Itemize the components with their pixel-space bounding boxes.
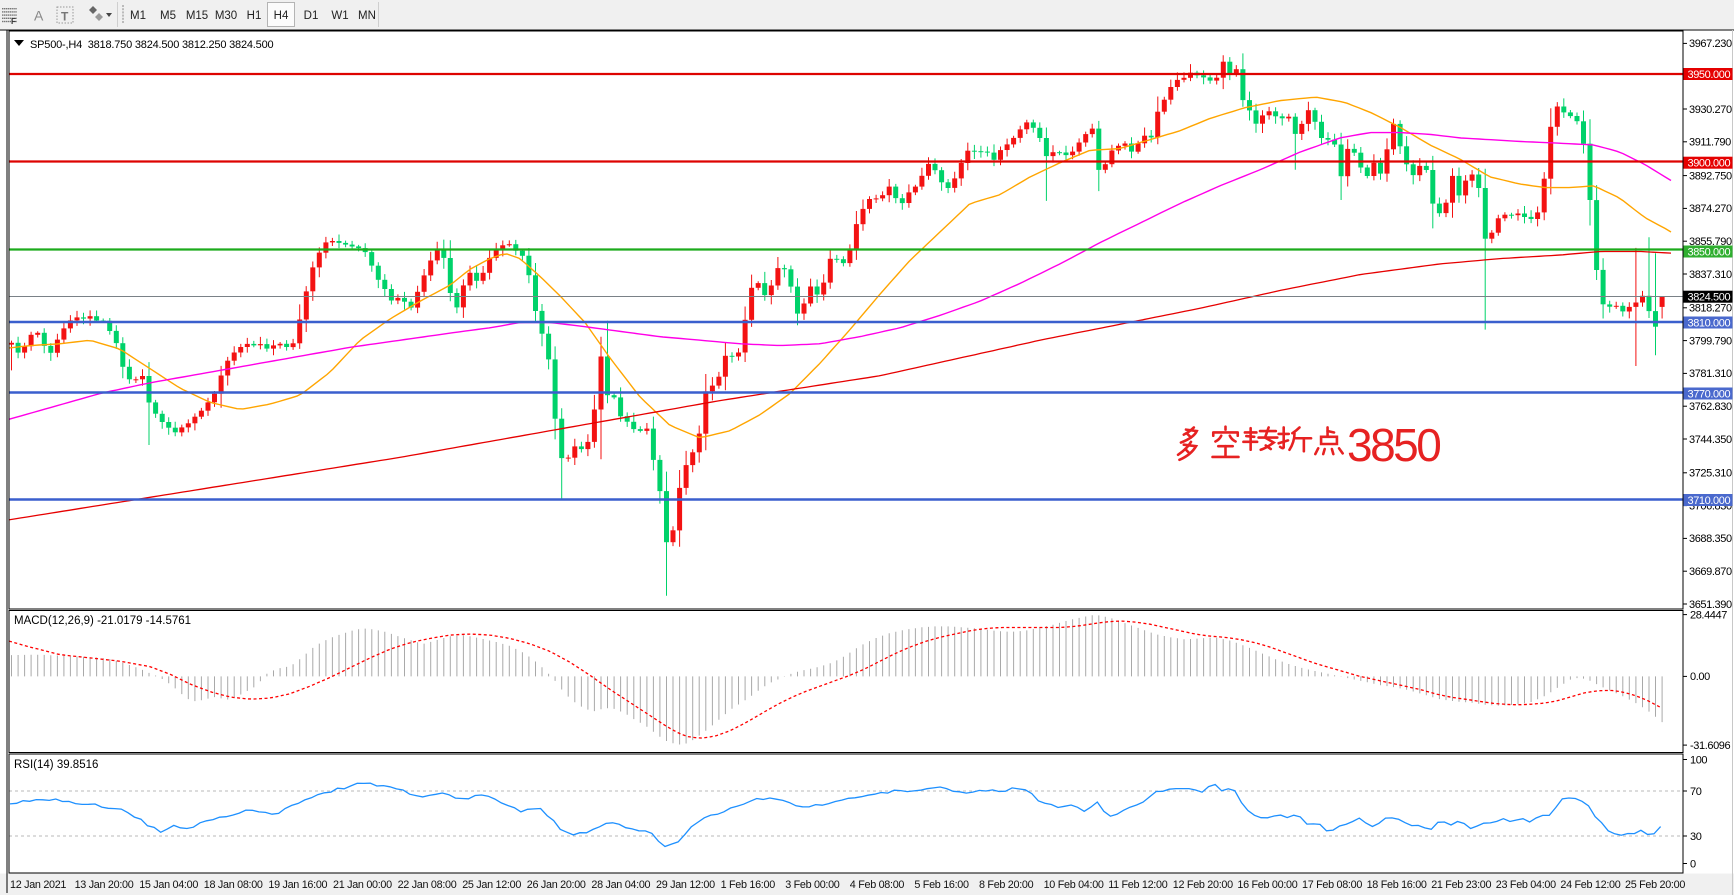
svg-text:16 Feb 00:00: 16 Feb 00:00	[1237, 879, 1297, 891]
svg-text:MACD(12,26,9) -21.0179 -14.576: MACD(12,26,9) -21.0179 -14.5761	[14, 615, 191, 627]
svg-text:100: 100	[1690, 754, 1707, 766]
svg-text:3725.310: 3725.310	[1689, 468, 1732, 480]
svg-text:3911.790: 3911.790	[1689, 137, 1731, 149]
svg-text:F: F	[11, 17, 16, 26]
svg-text:8 Feb 20:00: 8 Feb 20:00	[979, 879, 1034, 891]
svg-text:3688.350: 3688.350	[1689, 533, 1732, 545]
svg-text:3900.000: 3900.000	[1688, 158, 1731, 170]
svg-text:H1: H1	[247, 10, 262, 22]
svg-text:12 Jan 2021: 12 Jan 2021	[10, 879, 66, 891]
svg-text:26 Jan 20:00: 26 Jan 20:00	[527, 879, 586, 891]
svg-text:3930.270: 3930.270	[1689, 104, 1732, 116]
svg-text:-31.6096: -31.6096	[1690, 740, 1731, 752]
svg-text:18 Jan 08:00: 18 Jan 08:00	[204, 879, 263, 891]
svg-text:A: A	[34, 8, 44, 24]
svg-text:3651.390: 3651.390	[1689, 599, 1732, 611]
svg-text:3744.350: 3744.350	[1689, 434, 1732, 446]
svg-text:3874.270: 3874.270	[1689, 203, 1732, 215]
svg-text:3967.230: 3967.230	[1689, 38, 1732, 50]
svg-text:3818.270: 3818.270	[1689, 303, 1732, 315]
svg-text:M30: M30	[215, 10, 237, 22]
svg-text:T: T	[61, 10, 69, 24]
svg-text:3710.000: 3710.000	[1688, 495, 1731, 507]
svg-text:21 Jan 00:00: 21 Jan 00:00	[333, 879, 392, 891]
svg-text:0.00: 0.00	[1690, 671, 1710, 683]
svg-text:5 Feb 16:00: 5 Feb 16:00	[914, 879, 969, 891]
svg-text:0: 0	[1690, 858, 1696, 870]
svg-text:23 Feb 04:00: 23 Feb 04:00	[1496, 879, 1556, 891]
svg-text:D1: D1	[304, 10, 319, 22]
svg-text:1 Feb 16:00: 1 Feb 16:00	[721, 879, 776, 891]
svg-text:SP500-,H4 3818.750 3824.500 3: SP500-,H4 3818.750 3824.500 3812.250 382…	[30, 39, 273, 51]
svg-text:3762.830: 3762.830	[1689, 401, 1732, 413]
svg-text:28 Jan 04:00: 28 Jan 04:00	[591, 879, 650, 891]
svg-text:24 Feb 12:00: 24 Feb 12:00	[1560, 879, 1620, 891]
svg-text:3770.000: 3770.000	[1688, 389, 1731, 401]
svg-text:12 Feb 20:00: 12 Feb 20:00	[1173, 879, 1233, 891]
svg-text:M1: M1	[130, 10, 146, 22]
svg-text:13 Jan 20:00: 13 Jan 20:00	[75, 879, 134, 891]
svg-text:W1: W1	[331, 10, 348, 22]
svg-text:25 Feb 20:00: 25 Feb 20:00	[1625, 879, 1685, 891]
svg-text:3850: 3850	[1347, 419, 1440, 471]
svg-text:3837.310: 3837.310	[1689, 269, 1732, 281]
svg-text:3669.870: 3669.870	[1689, 566, 1732, 578]
svg-text:21 Feb 23:00: 21 Feb 23:00	[1431, 879, 1491, 891]
svg-text:MN: MN	[358, 10, 376, 22]
svg-text:4 Feb 08:00: 4 Feb 08:00	[850, 879, 905, 891]
svg-text:3892.750: 3892.750	[1689, 170, 1732, 182]
svg-text:3950.000: 3950.000	[1688, 69, 1731, 81]
svg-text:H4: H4	[274, 10, 289, 22]
svg-text:29 Jan 12:00: 29 Jan 12:00	[656, 879, 715, 891]
svg-text:11 Feb 12:00: 11 Feb 12:00	[1108, 879, 1168, 891]
svg-text:3810.000: 3810.000	[1688, 318, 1731, 330]
svg-text:3 Feb 00:00: 3 Feb 00:00	[785, 879, 840, 891]
svg-text:3850.000: 3850.000	[1688, 247, 1731, 259]
svg-text:30: 30	[1690, 831, 1702, 843]
svg-text:3799.790: 3799.790	[1689, 335, 1732, 347]
svg-text:3781.310: 3781.310	[1689, 368, 1732, 380]
svg-text:18 Feb 16:00: 18 Feb 16:00	[1367, 879, 1427, 891]
svg-text:3824.500: 3824.500	[1688, 292, 1731, 304]
svg-text:M5: M5	[160, 10, 176, 22]
svg-text:3855.790: 3855.790	[1689, 236, 1732, 248]
svg-text:17 Feb 08:00: 17 Feb 08:00	[1302, 879, 1362, 891]
svg-text:25 Jan 12:00: 25 Jan 12:00	[462, 879, 521, 891]
svg-text:RSI(14) 39.8516: RSI(14) 39.8516	[14, 759, 98, 771]
svg-text:19 Jan 16:00: 19 Jan 16:00	[268, 879, 327, 891]
svg-text:70: 70	[1690, 786, 1702, 798]
svg-text:M15: M15	[186, 10, 208, 22]
svg-text:15 Jan 04:00: 15 Jan 04:00	[139, 879, 198, 891]
svg-text:28.4447: 28.4447	[1690, 609, 1727, 621]
svg-text:22 Jan 08:00: 22 Jan 08:00	[398, 879, 457, 891]
svg-text:10 Feb 04:00: 10 Feb 04:00	[1044, 879, 1104, 891]
